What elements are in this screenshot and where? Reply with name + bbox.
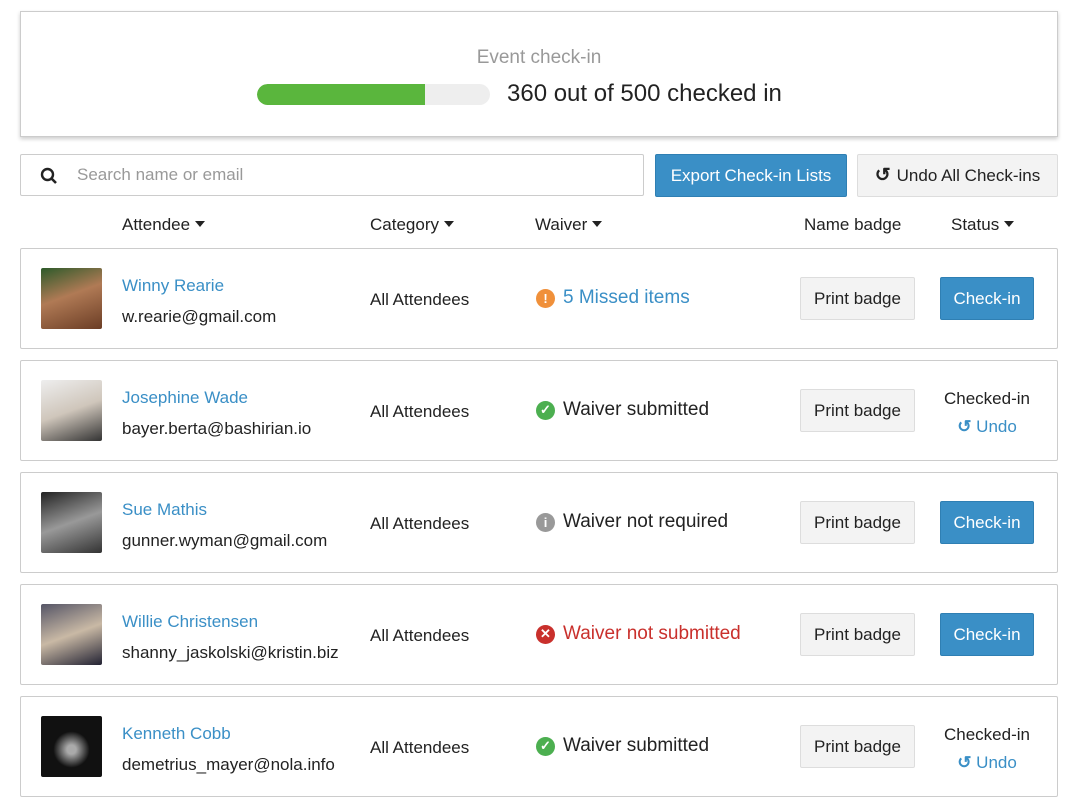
attendee-name-link[interactable]: Sue Mathis xyxy=(122,500,208,519)
checkin-summary-card: Event check-in 360 out of 500 checked in xyxy=(20,11,1058,137)
attendee-name-link[interactable]: Josephine Wade xyxy=(122,388,249,407)
caret-down-icon xyxy=(1004,221,1015,227)
print-badge-button[interactable]: Print badge xyxy=(800,613,915,656)
attendee-row: Willie Christensen shanny_jaskolski@kris… xyxy=(20,584,1058,685)
caret-down-icon xyxy=(592,221,603,227)
checkin-count: 360 out of 500 checked in xyxy=(507,80,782,107)
print-badge-button[interactable]: Print badge xyxy=(800,389,915,432)
checked-in-status: Checked-in ↺ Undo xyxy=(926,725,1048,773)
attendee-email: shanny_jaskolski@kristin.biz xyxy=(122,643,339,662)
attendee-name-link[interactable]: Willie Christensen xyxy=(122,612,259,631)
waiver-label: Waiver submitted xyxy=(563,399,710,420)
undo-label: Undo xyxy=(976,417,1017,436)
check-circle-icon: ✓ xyxy=(536,736,555,756)
undo-icon: ↺ xyxy=(957,417,972,436)
column-label: Waiver xyxy=(535,215,588,234)
undo-all-checkins-button[interactable]: ↺ Undo All Check-ins xyxy=(857,154,1058,197)
avatar xyxy=(41,604,102,665)
column-waiver[interactable]: Waiver xyxy=(535,215,603,235)
attendee-category: All Attendees xyxy=(370,626,470,645)
status-label: Checked-in xyxy=(944,725,1030,744)
search-box[interactable] xyxy=(20,154,644,196)
attendee-email: gunner.wyman@gmail.com xyxy=(122,531,328,550)
undo-label: Undo xyxy=(976,753,1017,772)
column-label: Category xyxy=(370,215,439,234)
undo-checkin-link[interactable]: ↺ Undo xyxy=(926,417,1048,437)
checked-in-status: Checked-in ↺ Undo xyxy=(926,389,1048,437)
undo-icon: ↺ xyxy=(957,753,972,772)
avatar xyxy=(41,492,102,553)
caret-down-icon xyxy=(195,221,206,227)
search-input[interactable] xyxy=(77,155,627,195)
check-circle-icon: ✓ xyxy=(536,400,555,420)
column-status[interactable]: Status xyxy=(951,215,1015,235)
checkin-progress-bar xyxy=(257,84,490,105)
print-badge-button[interactable]: Print badge xyxy=(800,725,915,768)
print-badge-button[interactable]: Print badge xyxy=(800,501,915,544)
waiver-label: Waiver not submitted xyxy=(563,623,741,644)
avatar xyxy=(41,716,102,777)
status-label: Checked-in xyxy=(944,389,1030,408)
avatar xyxy=(41,380,102,441)
attendee-category: All Attendees xyxy=(370,514,470,533)
print-badge-button[interactable]: Print badge xyxy=(800,277,915,320)
check-in-button[interactable]: Check-in xyxy=(940,613,1034,656)
column-attendee[interactable]: Attendee xyxy=(122,215,206,235)
column-label: Status xyxy=(951,215,1000,234)
waiver-label: Waiver submitted xyxy=(563,735,710,756)
attendee-row: Josephine Wade bayer.berta@bashirian.io … xyxy=(20,360,1058,461)
waiver-status: i Waiver not required xyxy=(536,511,728,533)
column-name-badge: Name badge xyxy=(804,215,902,234)
attendee-name-link[interactable]: Winny Rearie xyxy=(122,276,225,295)
caret-down-icon xyxy=(443,221,454,227)
export-checkin-lists-button[interactable]: Export Check-in Lists xyxy=(655,154,847,197)
progress-fill xyxy=(257,84,425,105)
summary-title: Event check-in xyxy=(476,47,602,68)
undo-icon: ↺ xyxy=(874,165,891,186)
attendee-category: All Attendees xyxy=(370,402,470,421)
waiver-status[interactable]: ! 5 Missed items xyxy=(536,287,690,309)
attendee-category: All Attendees xyxy=(370,738,470,757)
waiver-status: ✓ Waiver submitted xyxy=(536,399,709,421)
attendee-email: bayer.berta@bashirian.io xyxy=(122,419,312,438)
attendee-category: All Attendees xyxy=(370,290,470,309)
undo-checkin-link[interactable]: ↺ Undo xyxy=(926,753,1048,773)
waiver-label: Waiver not required xyxy=(563,511,729,532)
attendee-email: demetrius_mayer@nola.info xyxy=(122,755,335,774)
attendee-email: w.rearie@gmail.com xyxy=(122,307,277,326)
column-label: Attendee xyxy=(122,215,191,234)
waiver-status: ✕ Waiver not submitted xyxy=(536,623,741,645)
check-in-button[interactable]: Check-in xyxy=(940,501,1034,544)
attendee-row: Sue Mathis gunner.wyman@gmail.com All At… xyxy=(20,472,1058,573)
search-icon xyxy=(40,167,57,184)
attendee-row: Kenneth Cobb demetrius_mayer@nola.info A… xyxy=(20,696,1058,797)
warning-icon: ! xyxy=(536,288,555,308)
avatar xyxy=(41,268,102,329)
column-category[interactable]: Category xyxy=(370,215,454,235)
attendee-name-link[interactable]: Kenneth Cobb xyxy=(122,724,231,743)
waiver-status: ✓ Waiver submitted xyxy=(536,735,709,757)
check-in-button[interactable]: Check-in xyxy=(940,277,1034,320)
info-icon: i xyxy=(536,512,555,532)
undo-all-label: Undo All Check-ins xyxy=(896,165,1041,185)
attendee-row: Winny Rearie w.rearie@gmail.com All Atte… xyxy=(20,248,1058,349)
waiver-label: 5 Missed items xyxy=(563,287,690,308)
error-icon: ✕ xyxy=(536,624,555,644)
